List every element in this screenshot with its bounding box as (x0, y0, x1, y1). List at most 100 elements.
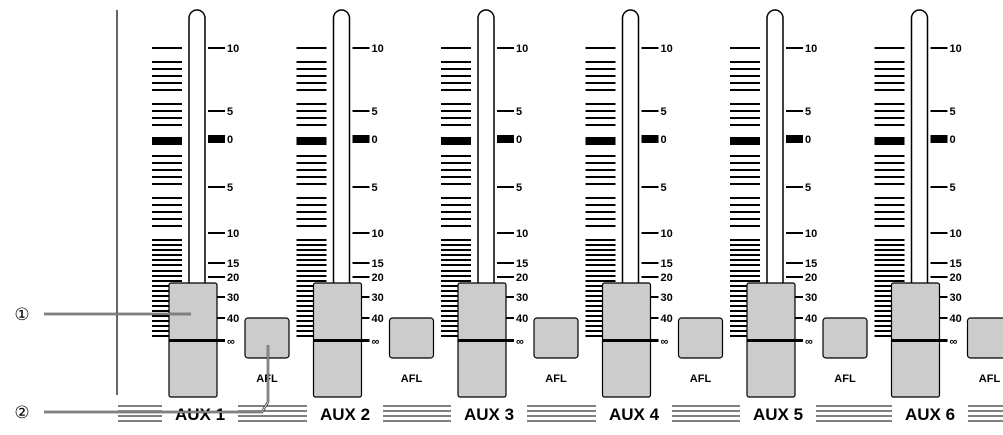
scale-tick (152, 285, 182, 287)
scale-tick (874, 218, 905, 220)
scale-label: 10 (516, 228, 528, 240)
scale-tick (786, 276, 803, 278)
scale-tick (497, 232, 514, 234)
scale-tick (352, 262, 370, 264)
scale-label: 20 (661, 272, 673, 284)
scale-tick (585, 295, 616, 297)
scale-tick (585, 183, 616, 185)
scale-tick (874, 124, 905, 126)
afl-button[interactable] (966, 317, 1003, 359)
scale-label: 40 (372, 313, 384, 325)
scale-tick (296, 61, 327, 63)
scale-tick (441, 211, 471, 213)
scale-label: 30 (372, 292, 384, 304)
scale-tick (874, 239, 905, 241)
scale-tick (152, 155, 182, 157)
scale-label: 5 (805, 182, 811, 194)
scale-tick (441, 244, 471, 246)
scale-label: 20 (805, 272, 817, 284)
scale-tick (874, 300, 905, 302)
scale-label: 5 (661, 182, 667, 194)
afl-button[interactable] (677, 317, 724, 359)
scale-tick (296, 117, 327, 119)
scale-tick (730, 315, 760, 317)
scale-tick (441, 155, 471, 157)
scale-tick (296, 305, 327, 307)
fader-slot (477, 9, 495, 354)
scale-tick (296, 204, 327, 206)
fader-slot (621, 9, 640, 354)
scale-tick (152, 218, 182, 220)
scale-label: 15 (516, 258, 528, 270)
scale-label: 15 (227, 258, 239, 270)
scale-tick (152, 325, 182, 327)
scale-tick (874, 275, 905, 277)
scale-tick (152, 176, 182, 178)
scale-tick (874, 285, 905, 287)
scale-tick (730, 218, 760, 220)
scale-tick (874, 315, 905, 317)
scale-label: 10 (227, 228, 239, 240)
aux-channel-label: AUX 2 (320, 405, 370, 424)
scale-tick (441, 103, 471, 105)
scale-tick (874, 244, 905, 246)
scale-tick (585, 254, 616, 256)
scale-tick (296, 310, 327, 312)
scale-tick (497, 276, 514, 278)
scale-label: 5 (516, 106, 522, 118)
scale-tick (730, 162, 760, 164)
scale-tick (874, 75, 905, 77)
scale-tick (874, 249, 905, 251)
scale-label: 40 (227, 313, 239, 325)
scale-tick (730, 155, 760, 157)
scale-tick (296, 300, 327, 302)
scale-tick (874, 295, 905, 297)
scale-tick (874, 197, 905, 199)
scale-tick (730, 103, 760, 105)
scale-tick (152, 68, 182, 70)
scale-tick (296, 259, 327, 261)
scale-tick (296, 103, 327, 105)
scale-tick (786, 262, 803, 264)
scale-tick (585, 211, 616, 213)
scale-tick (152, 225, 182, 227)
scale-tick (441, 169, 471, 171)
scale-label: 5 (805, 106, 811, 118)
scale-tick (585, 110, 616, 112)
scale-tick (152, 315, 182, 317)
scale-tick (730, 264, 760, 266)
scale-tick (208, 47, 225, 49)
fader-strip: 10 5 0 5 10 15 20 30 40 ∞ AFL (874, 9, 1003, 398)
scale-tick (296, 285, 327, 287)
afl-button[interactable] (822, 317, 868, 359)
scale-tick (152, 169, 182, 171)
afl-button[interactable] (533, 317, 579, 359)
scale-label: 10 (661, 228, 673, 240)
scale-tick (730, 61, 760, 63)
scale-tick (208, 262, 225, 264)
scale-tick (296, 176, 327, 178)
scale-tick (296, 124, 327, 126)
scale-tick (730, 137, 760, 145)
scale-tick (152, 320, 182, 322)
scale-tick (441, 82, 471, 84)
fader-slot (766, 9, 784, 354)
scale-tick (296, 47, 327, 49)
scale-tick (152, 305, 182, 307)
scale-label: 5 (950, 182, 956, 194)
fader-strip: 10 5 0 5 10 15 20 30 40 ∞ AFL (296, 9, 435, 398)
afl-button[interactable] (388, 317, 435, 359)
scale-tick (730, 110, 760, 112)
scale-tick (152, 239, 182, 241)
scale-tick (730, 204, 760, 206)
scale-tick (641, 276, 659, 278)
scale-tick (874, 176, 905, 178)
scale-label: 0 (516, 134, 522, 146)
scale-tick (361, 339, 370, 342)
scale-label: 20 (516, 272, 528, 284)
scale-tick (441, 225, 471, 227)
scale-label: ∞ (950, 336, 958, 348)
scale-tick (296, 320, 327, 322)
scale-tick (585, 197, 616, 199)
